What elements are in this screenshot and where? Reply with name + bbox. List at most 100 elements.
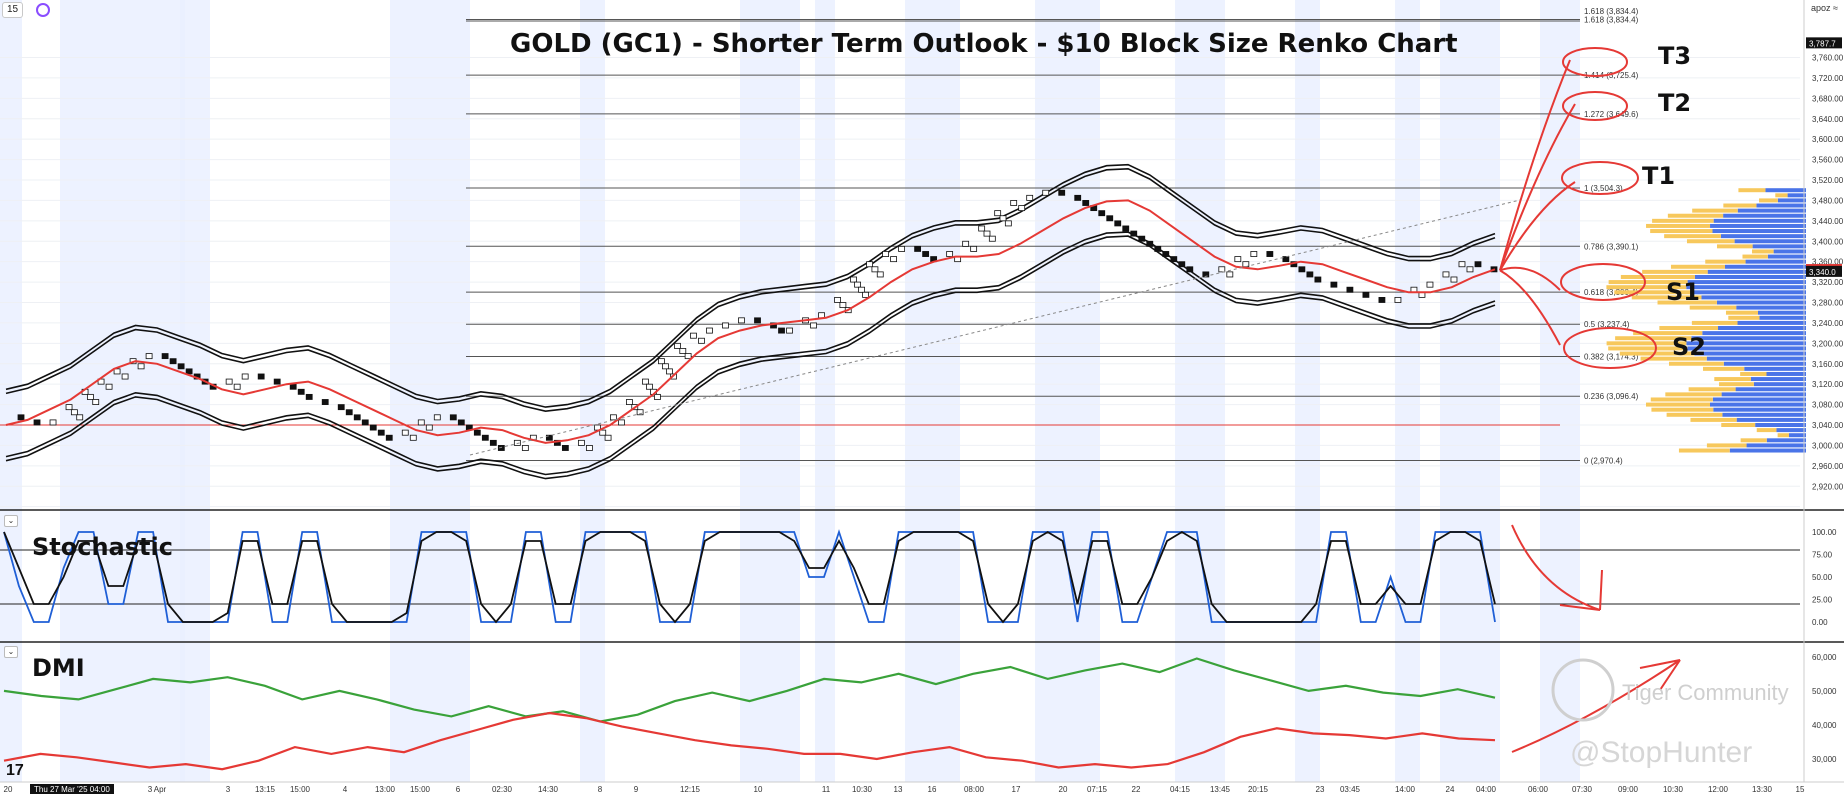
volume-bar-blue — [1713, 218, 1806, 223]
volume-bar-blue — [1712, 229, 1806, 234]
x-tick-6: 15:00 — [290, 785, 311, 794]
x-tick-14: 9 — [634, 785, 639, 794]
envelope-bands — [5, 163, 1496, 480]
x-tick-12: 14:30 — [538, 785, 559, 794]
stoch-tick-0: 0.00 — [1812, 618, 1828, 627]
volume-bar-yellow — [1705, 259, 1746, 264]
renko-brick — [449, 414, 457, 421]
renko-brick — [618, 419, 625, 426]
renko-brick — [866, 261, 873, 268]
x-tick-26: 04:15 — [1170, 785, 1191, 794]
x-tick-16: 10 — [754, 785, 763, 794]
x-tick-23: 20 — [1059, 785, 1068, 794]
volume-bar-yellow — [1650, 397, 1713, 402]
volume-profile — [1606, 188, 1806, 453]
settings-gear-icon[interactable] — [36, 3, 50, 17]
volume-bar-yellow — [1686, 239, 1735, 244]
renko-brick — [585, 445, 593, 451]
renko-brick — [698, 337, 705, 344]
volume-bar-blue — [1690, 290, 1806, 295]
envelope-line-3 — [5, 231, 1496, 476]
renko-brick — [233, 383, 241, 390]
volume-bar-blue — [1723, 361, 1806, 366]
renko-brick — [858, 286, 865, 293]
renko-brick — [882, 251, 889, 257]
volume-bar-blue — [1753, 382, 1806, 387]
volume-bar-blue — [1713, 407, 1806, 412]
session-band-12 — [1440, 0, 1500, 782]
volume-bar-blue — [1686, 341, 1806, 346]
renko-brick — [1314, 276, 1322, 283]
volume-bar-blue — [1723, 213, 1806, 218]
renko-brick — [862, 291, 869, 298]
stochastic-collapse-icon[interactable]: ⌄ — [4, 515, 18, 527]
volume-bar-yellow — [1688, 387, 1736, 392]
annotation-arrow-0 — [1499, 59, 1571, 271]
volume-bar-blue — [1736, 417, 1806, 422]
renko-brick — [1018, 205, 1026, 212]
renko-brick — [754, 317, 761, 324]
renko-brick — [1146, 240, 1154, 247]
volume-bar-yellow — [1642, 269, 1708, 274]
price-tick-18: 3,600.00 — [1812, 135, 1844, 144]
volume-bar-blue — [1701, 295, 1806, 300]
fibonacci-levels: 1.618 (3,834.4) 1.414 (3,725.4) 1.272 (3,6… — [0, 7, 1639, 466]
dmi-series-1 — [3, 711, 1496, 771]
volume-bar-blue — [1694, 351, 1806, 356]
fib-label-0: 1.618 (3,834.4) — [1584, 16, 1639, 25]
volume-bar-yellow — [1728, 315, 1760, 320]
volume-bar-blue — [1706, 356, 1806, 361]
dmi-annotation-arrow — [1511, 659, 1681, 753]
renko-brick — [1426, 281, 1434, 288]
renko-brick — [1202, 271, 1210, 278]
renko-brick — [876, 271, 884, 278]
volume-bar-blue — [1746, 443, 1806, 448]
volume-bar-yellow — [1657, 300, 1717, 305]
renko-brick — [49, 419, 57, 426]
fib-label-5: 0.618 (3,300.4) — [1584, 288, 1639, 297]
stochastic-pane: 0.00 25.00 50.00 75.00 100.00 — [0, 528, 1837, 627]
currency-selector[interactable]: apoz ≈ — [1811, 3, 1838, 13]
dmi-collapse-icon[interactable]: ⌄ — [4, 646, 18, 658]
price-tick-12: 3,360.00 — [1812, 258, 1844, 267]
fib-label-8: 0.236 (3,096.4) — [1584, 392, 1639, 401]
annotation-label-0: T3 — [1658, 42, 1691, 70]
volume-bar-yellow — [1714, 377, 1751, 382]
volume-bar-blue — [1777, 198, 1806, 203]
volume-bar-yellow — [1689, 305, 1737, 310]
volume-bar-yellow — [1670, 264, 1725, 269]
envelope-line-1 — [5, 167, 1496, 413]
renko-brick — [1170, 256, 1178, 263]
volume-bar-blue — [1691, 336, 1806, 341]
pane-separators — [0, 0, 1844, 783]
x-tick-17: 11 — [822, 785, 831, 794]
volume-bar-yellow — [1752, 249, 1774, 254]
fib-label-9: 0 (2,970.4) — [1584, 457, 1623, 466]
session-band-6 — [815, 0, 835, 782]
volume-bar-blue — [1694, 274, 1806, 279]
interval-badge[interactable]: 15 — [2, 2, 24, 18]
renko-brick — [105, 383, 113, 390]
chart-title: GOLD (GC1) - Shorter Term Outlook - $10 … — [510, 29, 1458, 59]
renko-brick — [983, 230, 991, 237]
renko-brick — [1098, 210, 1106, 217]
volume-bar-yellow — [1659, 326, 1719, 331]
renko-brick — [33, 419, 41, 426]
renko-brick — [890, 256, 897, 263]
watermark-logo-icon — [1551, 658, 1615, 722]
renko-brick — [425, 424, 433, 431]
volume-bar-yellow — [1723, 203, 1757, 208]
renko-brick — [599, 429, 607, 436]
renko-brick — [1298, 266, 1306, 273]
x-tick-8: 13:00 — [375, 785, 396, 794]
price-tick-20: 3,680.00 — [1812, 94, 1844, 103]
renko-brick — [1330, 281, 1338, 288]
renko-brick — [922, 251, 930, 257]
volume-bar-yellow — [1725, 310, 1758, 315]
x-tick-34: 06:00 — [1528, 785, 1549, 794]
renko-brick — [850, 276, 857, 283]
x-tick-27: 13:45 — [1210, 785, 1231, 794]
volume-bar-yellow — [1703, 366, 1745, 371]
volume-bar-blue — [1745, 259, 1806, 264]
session-band-8 — [1035, 0, 1100, 782]
